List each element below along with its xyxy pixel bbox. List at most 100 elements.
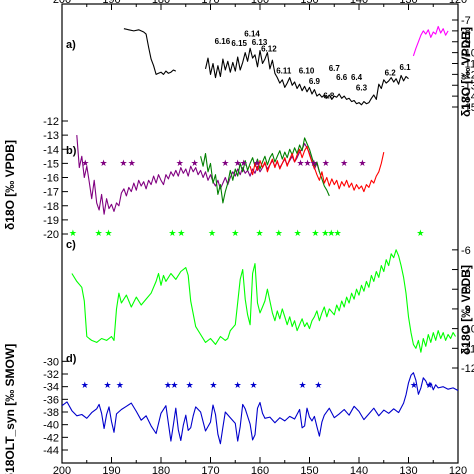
star-marker: ★ [410,381,418,391]
star-marker: ★ [358,159,366,169]
star-marker: ★ [168,229,176,239]
panel-b-series-line [76,135,320,215]
star-marker: ★ [81,159,89,169]
panel-d-label: d) [66,353,77,365]
y-tick-label: -8 [461,26,471,38]
y-tick-label: -15 [461,102,474,114]
y-tick-label: -36 [43,394,59,406]
mis-annotation: 6.14 [244,29,260,38]
star-marker: ★ [116,381,124,391]
top-x-tick-label: 140 [350,0,368,6]
y-tick-label: -44 [43,445,59,457]
mis-annotation: 6.3 [356,84,368,93]
star-marker: ★ [297,159,305,169]
top-x-tick-label: 150 [300,0,318,6]
panel-b-label: b) [66,145,77,157]
mis-annotation: 6.13 [252,38,268,47]
y-tick-label: -9 [461,304,471,316]
star-marker: ★ [299,381,307,391]
y-tick-label: -9 [461,37,471,49]
star-marker: ★ [240,159,248,169]
panel-d-ylabel: δ18OLT_syn [‰ SMOW] [3,344,17,474]
star-marker: ★ [334,229,342,239]
y-tick-label: -40 [43,420,59,432]
top-x-tick-label: 190 [102,0,120,6]
star-marker: ★ [164,381,172,391]
y-tick-label: -18 [43,201,59,213]
star-marker: ★ [340,159,348,169]
mis-annotation: 6.7 [329,64,341,73]
panel-b-ylabel: δ18O [‰ VPDB] [3,140,17,230]
star-marker: ★ [128,159,136,169]
y-tick-label: -19 [43,215,59,227]
bottom-x-tick-label: 150 [300,465,318,474]
star-marker: ★ [322,159,330,169]
y-tick-label: -10 [461,324,474,336]
y-tick-label: -7 [461,265,471,277]
bottom-x-tick-label: 200 [53,465,71,474]
star-marker: ★ [176,159,184,169]
y-tick-label: -13 [43,130,59,142]
y-tick-label: -17 [43,187,59,199]
y-tick-label: -16 [43,173,59,185]
top-x-tick-label: 180 [152,0,170,6]
star-marker: ★ [191,159,199,169]
panel-a-label: a) [66,39,76,51]
y-tick-label: -42 [43,432,59,444]
mis-annotation: 6.4 [351,73,363,82]
mis-annotation: 6.1 [399,63,411,72]
panel-a-series-line [412,25,449,57]
top-x-tick-label: 130 [399,0,417,6]
star-marker: ★ [104,381,112,391]
star-marker: ★ [321,229,329,239]
bottom-x-tick-label: 160 [251,465,269,474]
top-x-axis: 200 190 180 170 160 150 140 130 120 [53,0,467,10]
panel-b-series-line [249,145,385,193]
panel-c-ylabel: δ18O [‰ VPDB] [459,265,473,355]
star-marker: ★ [253,159,261,169]
y-axis-titles: δ18O [‰ VPDB] δ18O [‰ VPDB] δ18O [‰ VPDB… [3,27,473,474]
y-tick-label: -12 [461,69,474,81]
panel-a: -7-8-9-10-11-12-13-14-15 6.16 6.156.146.13… [66,15,474,114]
y-tick-label: -6 [461,245,471,257]
bottom-x-tick-label: 190 [102,465,120,474]
panel-c-label: c) [66,239,76,251]
y-tick-label: -8 [461,284,471,296]
y-tick-label: -34 [43,382,59,394]
panel-d-series-line [61,372,459,445]
y-tick-label: -20 [43,229,59,241]
panel-a-series-line [204,47,409,106]
bottom-x-tick-label: 170 [201,465,219,474]
panel-c-series-line [71,249,456,353]
star-marker: ★ [234,381,242,391]
star-marker: ★ [416,229,424,239]
star-marker: ★ [231,229,239,239]
star-marker: ★ [314,381,322,391]
panel-a-ylabel: δ18O [‰ VPDB] [459,27,473,117]
star-marker: ★ [119,159,127,169]
star-marker: ★ [95,229,103,239]
bottom-x-tick-label: 140 [350,465,368,474]
mis-annotation: 6.9 [309,77,321,86]
y-tick-label: -30 [43,356,59,368]
y-tick-label: -14 [461,91,474,103]
star-marker: ★ [177,229,185,239]
panel-a-series-line [123,28,177,75]
star-marker: ★ [294,229,302,239]
star-marker: ★ [209,381,217,391]
star-marker: ★ [250,381,258,391]
y-tick-label: -13 [461,80,474,92]
bottom-x-tick-label: 120 [449,465,467,474]
y-tick-label: -14 [43,144,59,156]
panel-d: -30-32-34-36-38-40-42-44★ ★ ★ ★★ ★ ★ ★ ★ ★ ★ ★ ★d) [43,353,459,457]
y-tick-label: -38 [43,407,59,419]
top-x-tick-label: 160 [251,0,269,6]
star-marker: ★ [104,229,112,239]
star-marker: ★ [275,229,283,239]
y-tick-label: -11 [461,343,474,355]
star-marker: ★ [310,159,318,169]
mis-annotation: 6.11 [276,66,292,75]
star-marker: ★ [81,381,89,391]
star-marker: ★ [186,381,194,391]
